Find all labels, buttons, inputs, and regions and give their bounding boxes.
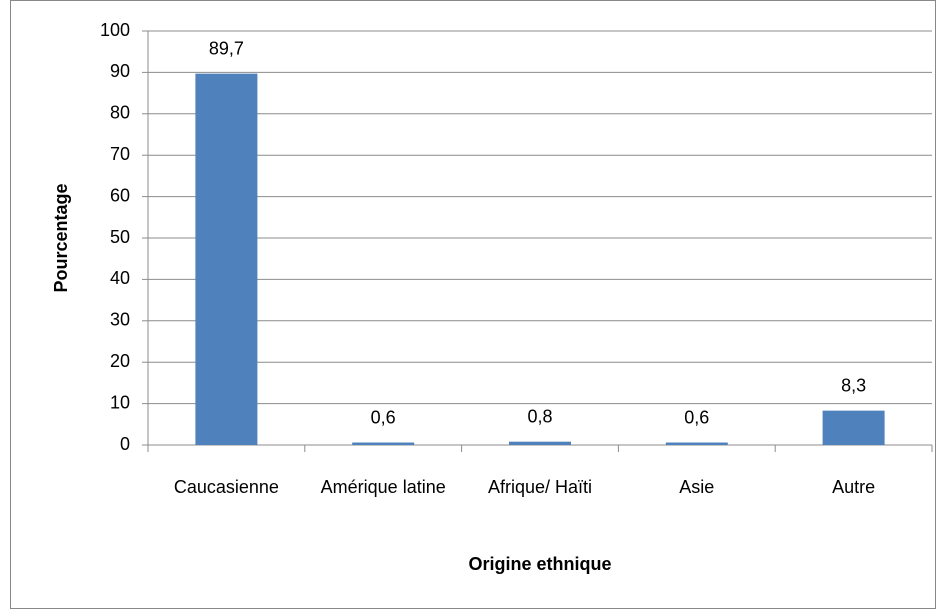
- bar: [665, 442, 728, 445]
- x-tick-label: Afrique/ Haïti: [488, 477, 592, 497]
- bar: [352, 442, 415, 445]
- x-tick-label: Autre: [832, 477, 875, 497]
- data-label: 0,8: [527, 406, 552, 426]
- x-tick-label: Asie: [679, 477, 714, 497]
- y-tick-label: 90: [110, 61, 130, 81]
- y-tick-label: 0: [120, 434, 130, 454]
- y-tick-label: 10: [110, 392, 130, 412]
- y-tick-label: 70: [110, 144, 130, 164]
- x-tick-label: Amérique latine: [321, 477, 446, 497]
- y-tick-label: 60: [110, 185, 130, 205]
- x-axis-label: Origine ethnique: [468, 554, 611, 574]
- data-label: 0,6: [684, 407, 709, 427]
- y-tick-label: 30: [110, 310, 130, 330]
- bar: [509, 441, 571, 445]
- y-axis-label: Pourcentage: [51, 183, 71, 292]
- y-tick-label: 80: [110, 103, 130, 123]
- x-tick-label: Caucasienne: [174, 477, 279, 497]
- data-label: 0,6: [371, 407, 396, 427]
- data-label: 89,7: [209, 38, 244, 58]
- bar: [195, 73, 258, 445]
- y-tick-label: 100: [100, 20, 130, 40]
- y-tick-label: 50: [110, 227, 130, 247]
- chart-border: [10, 0, 936, 609]
- y-tick-label: 20: [110, 351, 130, 371]
- y-tick-label: 40: [110, 268, 130, 288]
- data-label: 8,3: [841, 375, 866, 395]
- bar: [822, 410, 885, 445]
